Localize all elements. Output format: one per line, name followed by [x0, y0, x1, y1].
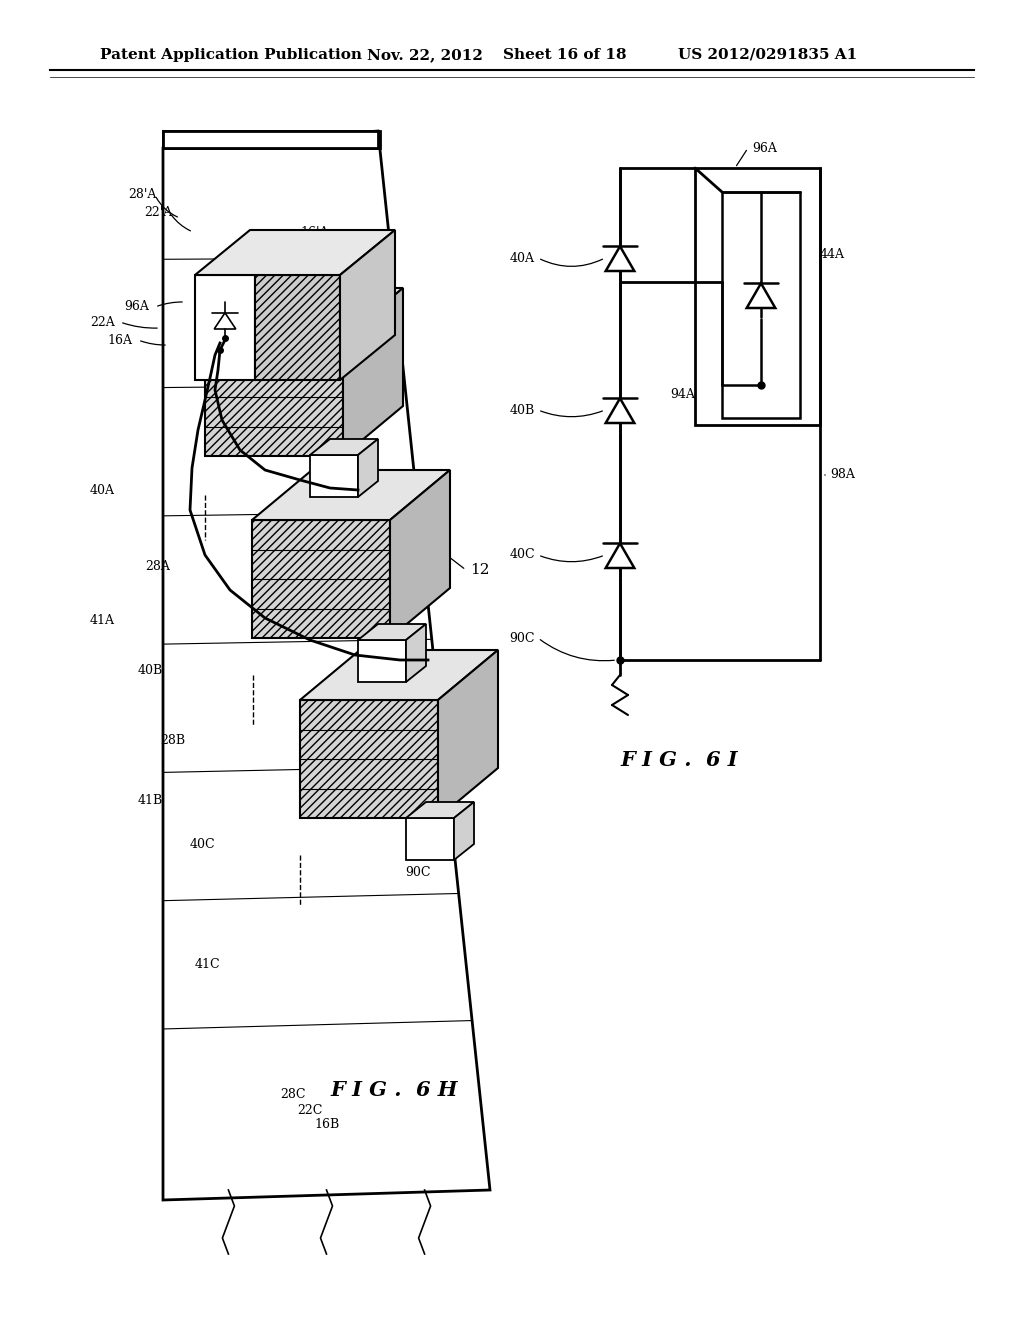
- Text: 16B: 16B: [314, 1118, 339, 1131]
- Polygon shape: [310, 440, 378, 455]
- Text: 44A: 44A: [213, 343, 238, 356]
- Polygon shape: [163, 131, 490, 1200]
- Text: 98A: 98A: [319, 589, 345, 602]
- Polygon shape: [300, 649, 498, 700]
- Text: 90C: 90C: [510, 631, 535, 644]
- Polygon shape: [406, 803, 474, 818]
- Polygon shape: [195, 230, 395, 275]
- Text: Nov. 22, 2012: Nov. 22, 2012: [367, 48, 483, 62]
- Polygon shape: [163, 131, 380, 148]
- Polygon shape: [300, 700, 438, 818]
- Text: 40A: 40A: [90, 483, 115, 496]
- Text: 40B: 40B: [510, 404, 535, 417]
- Text: 12: 12: [470, 564, 489, 577]
- Polygon shape: [606, 247, 634, 271]
- Polygon shape: [310, 455, 358, 498]
- Text: 90B: 90B: [410, 684, 435, 697]
- Text: 96A: 96A: [752, 141, 777, 154]
- Text: 40C: 40C: [509, 549, 535, 561]
- Text: F I G .  6 I: F I G . 6 I: [620, 750, 737, 770]
- Polygon shape: [358, 440, 378, 498]
- Text: 44A: 44A: [820, 248, 845, 261]
- Text: 22A: 22A: [90, 315, 115, 329]
- Polygon shape: [163, 131, 378, 148]
- Text: 16A: 16A: [106, 334, 132, 346]
- Text: 98A: 98A: [830, 469, 855, 482]
- Text: Sheet 16 of 18: Sheet 16 of 18: [503, 48, 627, 62]
- Polygon shape: [358, 640, 406, 682]
- Polygon shape: [343, 288, 403, 455]
- Text: 90C: 90C: [406, 866, 430, 879]
- Polygon shape: [195, 275, 255, 380]
- Text: 41C: 41C: [195, 958, 220, 972]
- Text: 94A: 94A: [670, 388, 695, 401]
- Text: 41B: 41B: [138, 793, 163, 807]
- Polygon shape: [695, 168, 820, 425]
- Polygon shape: [390, 470, 450, 638]
- Polygon shape: [205, 288, 403, 338]
- Polygon shape: [252, 520, 390, 638]
- Text: 40A: 40A: [510, 252, 535, 264]
- Text: 28B: 28B: [160, 734, 185, 747]
- Polygon shape: [406, 818, 454, 861]
- Text: 96A: 96A: [124, 301, 150, 314]
- Text: 40C: 40C: [189, 838, 215, 851]
- Text: 16'A: 16'A: [300, 227, 329, 239]
- Text: 40B: 40B: [138, 664, 163, 676]
- Text: US 2012/0291835 A1: US 2012/0291835 A1: [678, 48, 857, 62]
- Text: 28'A: 28'A: [129, 189, 157, 202]
- Text: F I G .  6 H: F I G . 6 H: [330, 1080, 458, 1100]
- Polygon shape: [358, 624, 426, 640]
- Text: 22C: 22C: [297, 1104, 323, 1117]
- Polygon shape: [722, 191, 800, 418]
- Polygon shape: [606, 544, 634, 568]
- Text: 28A: 28A: [145, 561, 170, 573]
- Polygon shape: [438, 649, 498, 818]
- Polygon shape: [252, 470, 450, 520]
- Polygon shape: [214, 313, 236, 329]
- Polygon shape: [340, 230, 395, 380]
- Polygon shape: [746, 284, 775, 308]
- Text: 94A: 94A: [333, 417, 357, 430]
- Text: 28C: 28C: [280, 1089, 305, 1101]
- Polygon shape: [255, 275, 340, 380]
- Polygon shape: [205, 338, 343, 455]
- Text: Patent Application Publication: Patent Application Publication: [100, 48, 362, 62]
- Polygon shape: [454, 803, 474, 861]
- Polygon shape: [406, 624, 426, 682]
- Text: 22'A: 22'A: [143, 206, 172, 219]
- Text: 90A: 90A: [362, 491, 387, 504]
- Polygon shape: [606, 399, 634, 422]
- Text: 41A: 41A: [90, 614, 115, 627]
